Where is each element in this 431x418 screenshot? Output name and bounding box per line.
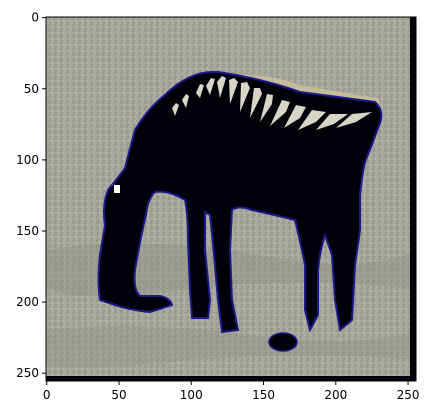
axes-frame: [45, 16, 417, 382]
y-tick-label: 100: [16, 153, 39, 167]
x-tick-label: 50: [111, 388, 126, 402]
image-bottom-edge: [46, 376, 416, 381]
zebra-ear-spot: [114, 185, 120, 193]
y-tick-label: 250: [16, 366, 39, 380]
ground-shade-lower: [46, 325, 416, 368]
zebra-silhouette: [46, 17, 416, 381]
y-tick-label: 150: [16, 224, 39, 238]
x-tick-label: 250: [397, 388, 420, 402]
x-tick-label: 200: [324, 388, 347, 402]
y-tick-label: 200: [16, 295, 39, 309]
image: [46, 17, 416, 381]
y-axis-ticks: 0 50 100 150 200 250: [16, 11, 46, 380]
zebra-stripes: [172, 76, 372, 130]
x-axis-ticks: 0 50 100 150 200 250: [43, 381, 420, 402]
ground-shadow-blob: [268, 332, 298, 352]
zebra-body: [97, 70, 383, 334]
x-tick-label: 100: [180, 388, 203, 402]
image-right-edge: [410, 17, 416, 381]
y-tick-label: 0: [31, 11, 39, 25]
y-tick-label: 50: [24, 82, 39, 96]
x-tick-label: 0: [43, 388, 51, 402]
x-tick-label: 150: [252, 388, 275, 402]
